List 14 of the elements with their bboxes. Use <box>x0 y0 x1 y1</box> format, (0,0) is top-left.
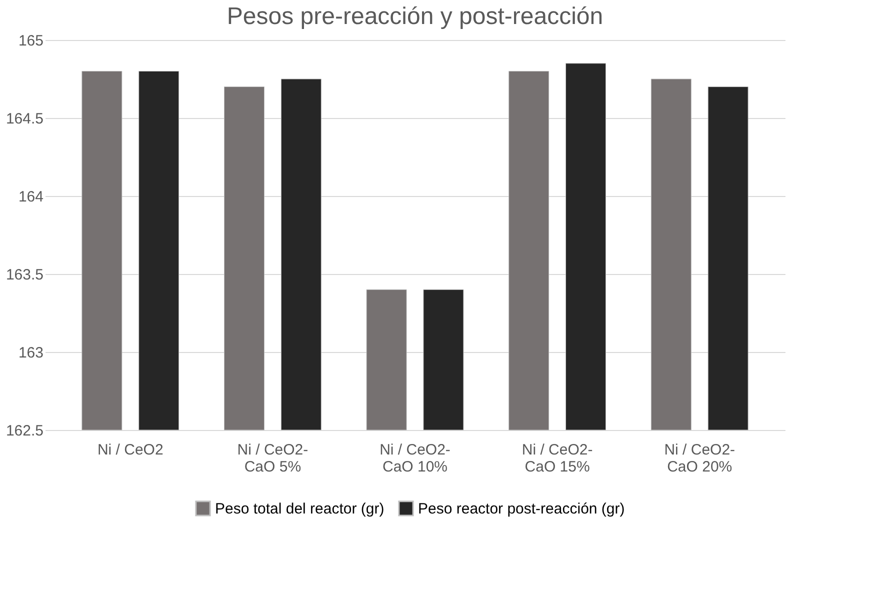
x-tick-label: Ni / CeO2-CaO 15% <box>522 442 593 476</box>
x-tick-label: Ni / CeO2-CaO 10% <box>380 442 450 476</box>
chart-title: Pesos pre-reacción y post-reacción <box>226 3 604 30</box>
legend-label: Peso reactor post-reacción (gr) <box>418 500 625 518</box>
y-tick-label: 163.5 <box>6 266 44 284</box>
x-tick-label: Ni / CeO2-CaO 20% <box>664 442 736 476</box>
y-tick-label: 164 <box>18 188 44 206</box>
x-tick-label: Ni / CeO2 <box>97 442 164 458</box>
y-tick-label: 164.5 <box>6 110 44 128</box>
y-tick-label: 163 <box>18 344 44 362</box>
y-tick-label: 162.5 <box>6 422 44 440</box>
legend-label: Peso total del reactor (gr) <box>215 500 384 518</box>
y-tick-label: 165 <box>18 32 44 50</box>
x-tick-label: Ni / CeO2-CaO 5% <box>237 442 308 476</box>
